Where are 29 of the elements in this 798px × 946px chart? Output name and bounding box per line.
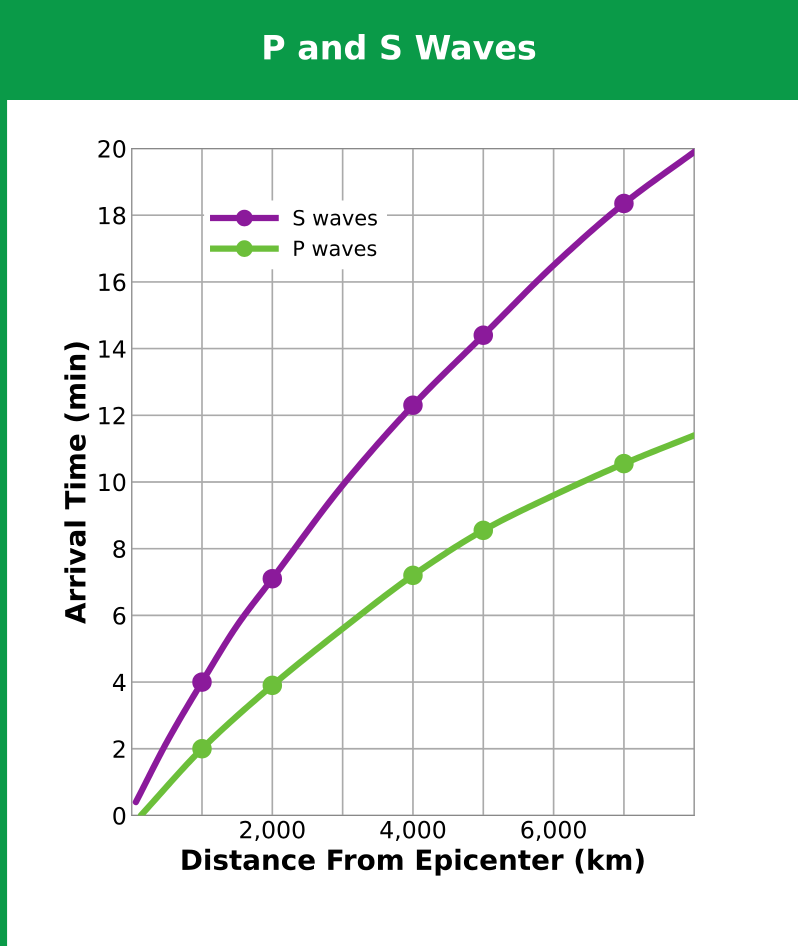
y-tick-label: 6 [113,606,126,625]
x-tick-label: 6,000 [521,820,586,841]
y-tick-label: 20 [98,140,126,158]
x-tick-label: 4,000 [380,820,446,841]
y-tick-label: 0 [113,806,126,825]
point [192,739,212,759]
y-tick-label: 2 [114,740,124,758]
legend-label: S waves [294,210,377,226]
point [474,326,494,346]
x-axis-title: Distance From Epicenter (km) [182,848,644,876]
x-tick-label: 2,000 [240,820,305,841]
y-tick-label: 18 [99,206,126,225]
point [614,194,634,214]
legend-label: P waves [294,240,376,256]
y-tick-label: 10 [99,473,126,492]
point [403,396,423,416]
y-tick-label: 14 [99,340,126,358]
y-tick-label: 16 [99,273,126,292]
point [262,676,282,696]
point [403,566,423,586]
y-tick-label: 8 [113,540,126,558]
y-axis-title: Arrival Time (min) [64,342,90,624]
point [614,454,634,474]
chart-title: P and S Waves [264,34,536,60]
point [474,520,494,540]
y-tick-label: 12 [99,406,124,424]
point [192,672,212,692]
point [262,568,282,588]
y-tick-label: 4 [112,674,126,692]
